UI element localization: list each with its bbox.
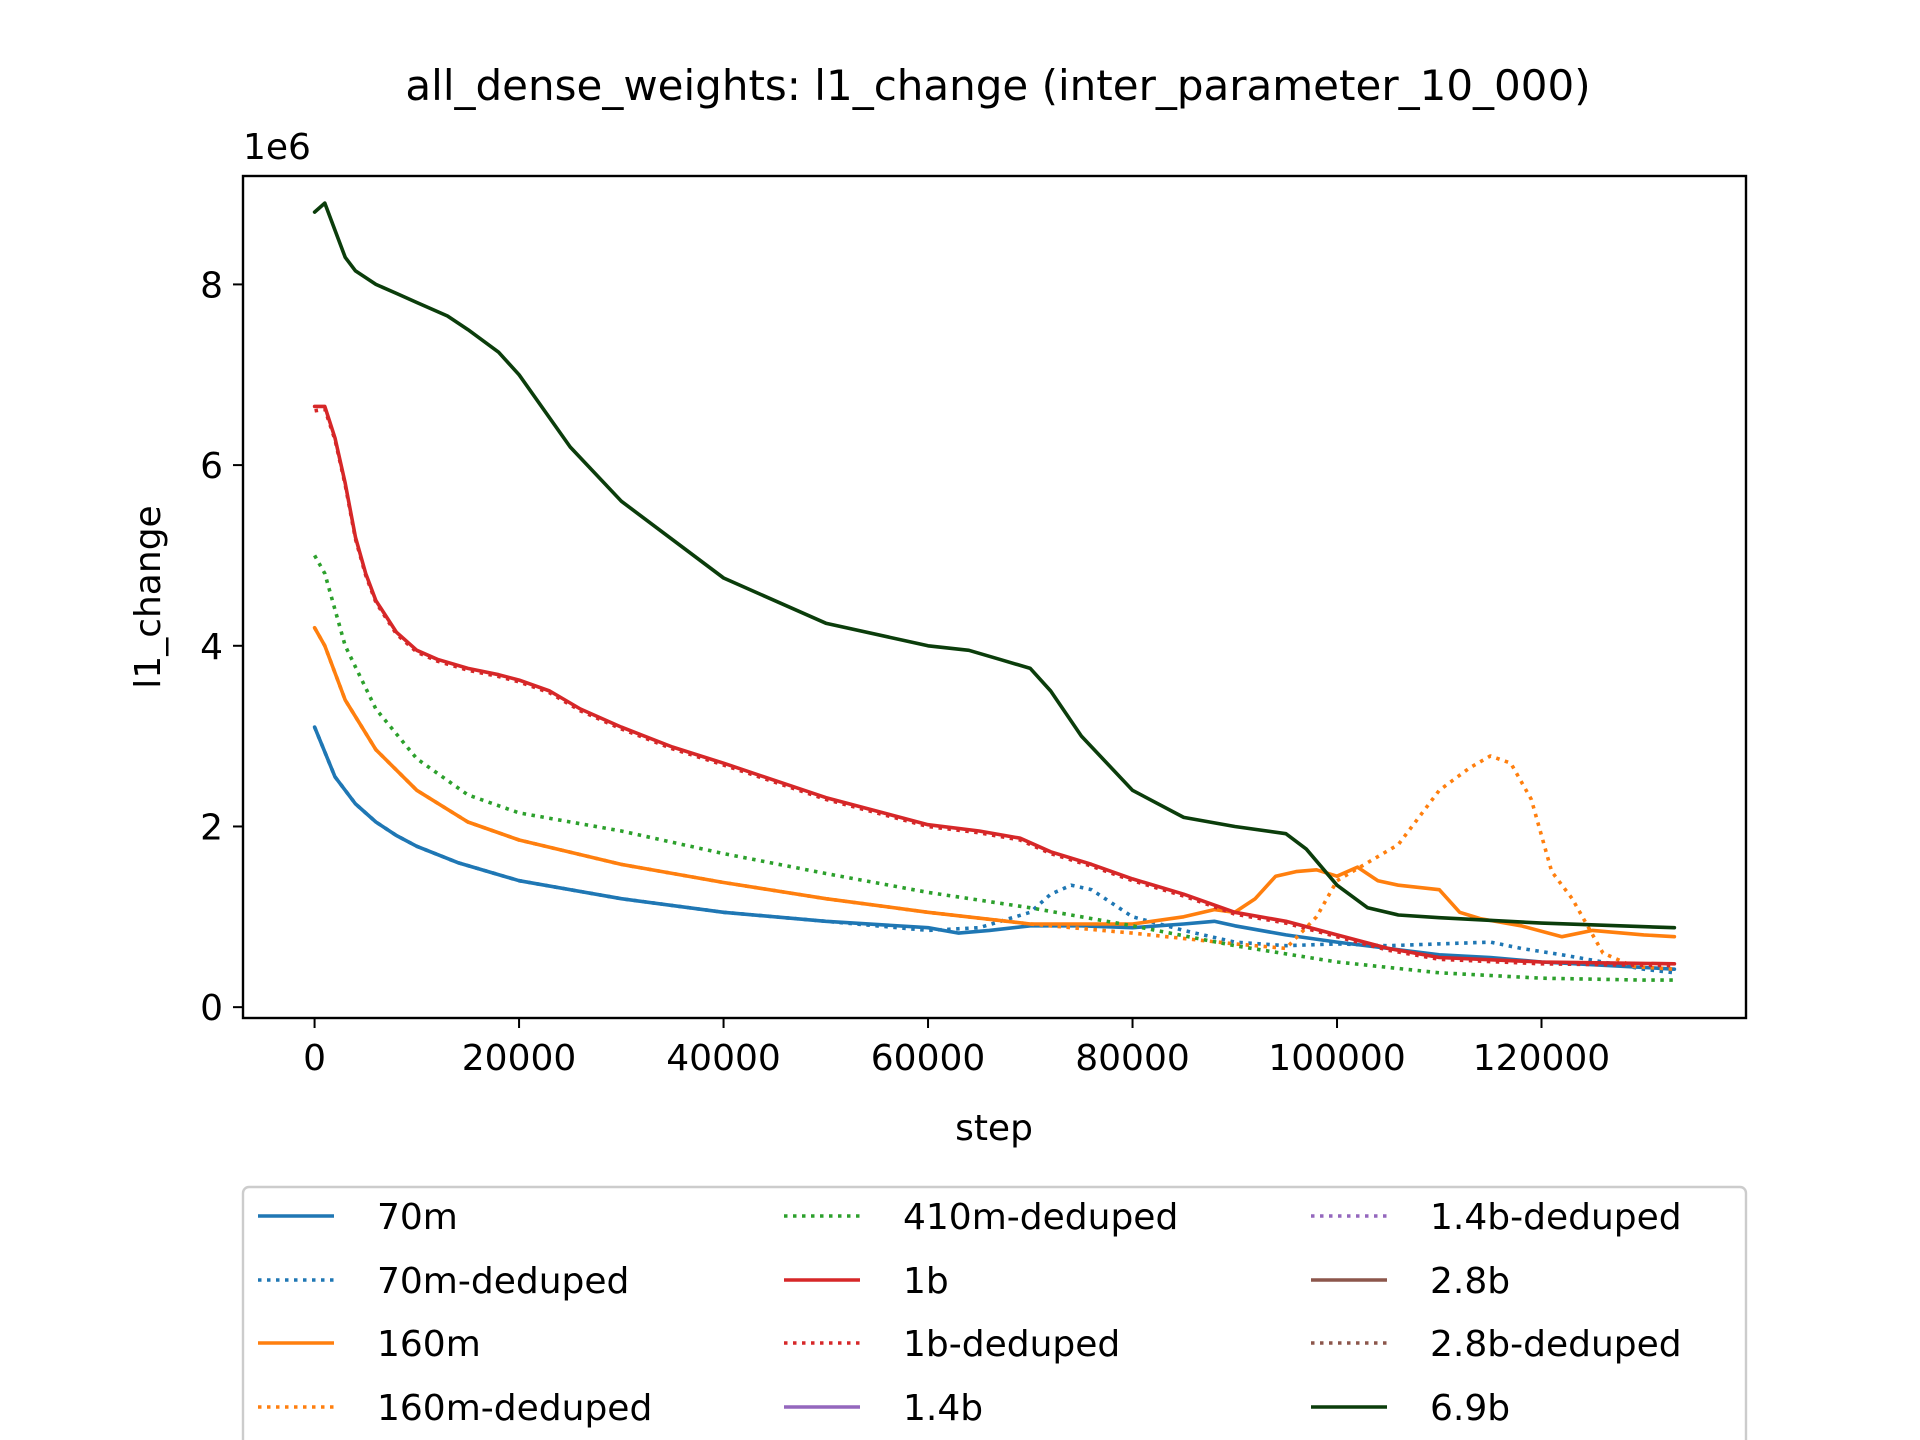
x-tick-label: 80000: [1075, 1038, 1190, 1079]
y-tick-label: 8: [200, 265, 223, 306]
y-axis-label: l1_change: [128, 505, 169, 688]
series-line-6.9b: [312, 201, 1677, 930]
legend-label: 1b: [903, 1261, 949, 1302]
series-line-410m-deduped: [313, 554, 1675, 982]
legend-label: 1.4b-deduped: [1430, 1197, 1682, 1238]
x-tick-label: 120000: [1473, 1038, 1610, 1079]
legend-frame: [241, 1185, 1748, 1440]
x-tick-label: 0: [303, 1038, 326, 1079]
x-tick-label: 100000: [1268, 1038, 1405, 1079]
legend-label: 2.8b: [1430, 1261, 1510, 1302]
legend-label: 70m-deduped: [377, 1261, 629, 1302]
legend-label: 160m-deduped: [377, 1388, 652, 1429]
plot-area: [312, 201, 1677, 982]
legend-label: 1.4b: [903, 1388, 983, 1429]
legend-label: 2.8b-deduped: [1430, 1324, 1682, 1365]
legend-label: 410m-deduped: [903, 1197, 1178, 1238]
x-axis-label: step: [955, 1108, 1033, 1149]
legend-label: 70m: [377, 1197, 458, 1238]
legend-label: 160m: [377, 1324, 481, 1365]
series-line-1b-deduped: [314, 407, 1675, 968]
plot-frame: [241, 174, 1748, 1020]
y-tick-label: 4: [200, 627, 223, 668]
x-axis: 0 20000 40000 60000 80000 100000 120000: [303, 1018, 1610, 1079]
series-line-160m-deduped: [313, 626, 1675, 971]
chart-title: all_dense_weights: l1_change (inter_para…: [405, 61, 1590, 110]
y-tick-label: 6: [200, 446, 223, 487]
series-line-70m-deduped: [312, 726, 1675, 975]
x-tick-label: 60000: [871, 1038, 986, 1079]
y-axis: 0 2 4 6 8: [200, 265, 243, 1029]
y-tick-label: 0: [200, 988, 223, 1029]
x-tick-label: 40000: [666, 1038, 781, 1079]
x-tick-label: 20000: [462, 1038, 577, 1079]
y-offset-label: 1e6: [243, 127, 311, 168]
legend-label: 1b-deduped: [903, 1324, 1120, 1365]
legend-label: 6.9b: [1430, 1388, 1510, 1429]
y-tick-label: 2: [200, 807, 223, 848]
legend: 70m 70m-deduped 160m 160m-deduped 410m-dedup…: [241, 1185, 1748, 1440]
